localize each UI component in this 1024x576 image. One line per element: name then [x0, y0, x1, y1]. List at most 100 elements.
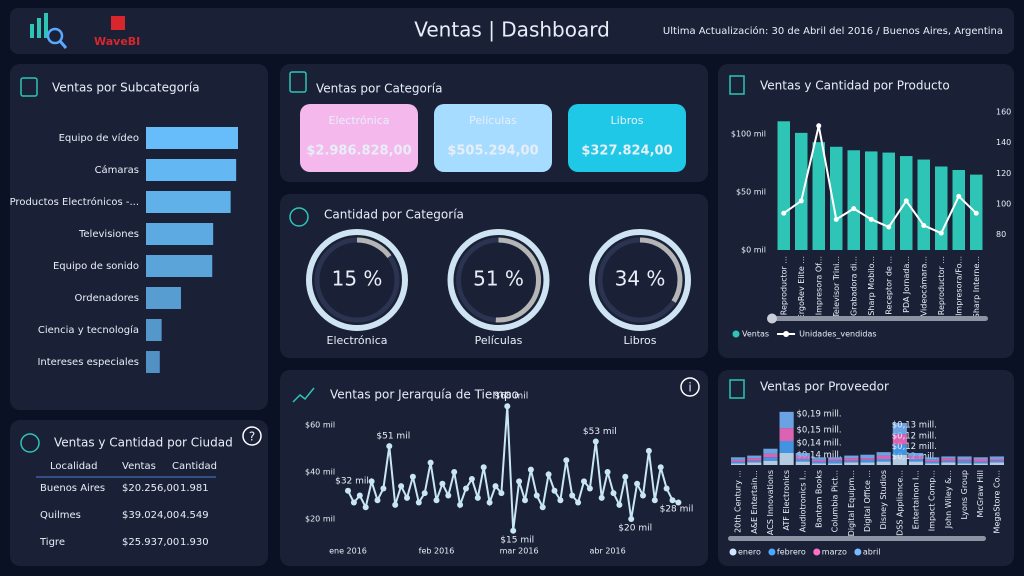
line-point	[563, 457, 570, 464]
line-point	[345, 487, 351, 494]
scroll-handle[interactable]	[767, 313, 777, 324]
x-tick-label: Grabadora di...	[849, 256, 858, 316]
y-tick-label: $20 mil	[305, 515, 335, 524]
line-point	[392, 501, 399, 508]
ribbon-segment	[860, 454, 875, 459]
ribbon-segment	[828, 457, 843, 459]
ribbon-segment	[892, 434, 907, 445]
ribbon-segment	[811, 461, 827, 464]
kpi-card	[300, 104, 418, 172]
data-label: $0,12 mill.	[892, 442, 937, 452]
panel-title: Ventas por Proveedor	[760, 380, 889, 394]
panel-title: Ventas por Subcategoría	[52, 81, 200, 95]
line-point	[551, 487, 558, 494]
bar	[952, 169, 965, 250]
line-point	[439, 480, 446, 487]
line-point	[404, 494, 410, 501]
brand: WaveBI	[94, 35, 140, 48]
ribbon-segment	[876, 459, 891, 462]
info-icon[interactable]: i	[688, 381, 691, 395]
help-button[interactable]	[242, 426, 262, 446]
table-cell: $25.937,00	[122, 537, 179, 548]
line	[783, 125, 977, 235]
line-point	[663, 485, 670, 492]
y2-tick-label: 120	[996, 169, 1011, 178]
line-point	[539, 504, 546, 511]
table-cell: Quilmes	[40, 510, 81, 521]
x-tick-label: Lyons Group	[960, 470, 969, 520]
ribbon-segment	[908, 459, 924, 462]
brand-icon	[111, 16, 125, 30]
data-label: $0,14 mill.	[797, 451, 842, 461]
x-tick-label: Reproductor ...	[937, 256, 946, 315]
ribbon-segment	[908, 461, 924, 465]
line-point	[798, 198, 804, 204]
legend-label: abril	[863, 548, 881, 557]
ribbon-segment	[957, 459, 972, 461]
time-panel	[280, 370, 708, 566]
subcategory-panel	[10, 64, 268, 410]
line-point	[903, 198, 909, 204]
y-tick-label: $40 mil	[305, 468, 335, 477]
bar	[146, 159, 237, 181]
ribbon-segment	[989, 462, 1004, 465]
line-point	[557, 497, 564, 504]
info-button[interactable]	[680, 377, 700, 397]
line-point	[545, 471, 552, 478]
x-tick-label: Sharp Mobilo...	[867, 256, 876, 316]
line-point	[586, 485, 593, 492]
ribbon-segment	[925, 461, 940, 464]
table-header: Ventas	[122, 461, 156, 472]
x-tick-label: A&E Entertain...	[750, 470, 759, 534]
kpi-card	[568, 104, 686, 172]
line-point	[921, 222, 927, 228]
x-tick-label: ATF Electronics	[782, 470, 791, 530]
logo-icon	[30, 13, 68, 49]
kpi-value: $327.824,00	[581, 144, 672, 159]
ribbon-segment	[957, 456, 972, 459]
bar	[847, 150, 860, 250]
table-header: Cantidad	[172, 461, 217, 472]
ribbon-segment	[876, 455, 891, 459]
kpi-label: Películas	[469, 114, 517, 127]
line-point	[362, 504, 369, 511]
legend-swatch	[813, 548, 821, 556]
bar	[882, 152, 895, 250]
help-icon[interactable]: ?	[249, 430, 255, 444]
legend-label: enero	[738, 548, 761, 557]
ribbon-segment	[811, 459, 827, 462]
ribbon-segment	[731, 457, 746, 460]
table-cell: 1.930	[180, 537, 209, 548]
line-point	[398, 483, 405, 490]
line-point	[445, 492, 452, 499]
line-point	[350, 499, 357, 506]
ribbon-segment	[844, 458, 859, 461]
line-point	[833, 216, 839, 222]
line-point	[675, 499, 682, 506]
category-label: Equipo de vídeo	[59, 132, 139, 144]
line-point	[451, 469, 458, 475]
line-point	[598, 494, 605, 501]
ribbon-segment	[860, 458, 875, 460]
x-tick-label: Bantam Books	[814, 470, 823, 528]
bar	[146, 287, 181, 309]
category-label: Productos Electrónicos -...	[10, 196, 139, 208]
panel-title: Ventas por Jerarquía de Tiempo	[330, 388, 519, 402]
category-label: Ordenadores	[75, 293, 140, 304]
x-tick-label: feb 2016	[419, 547, 455, 556]
ribbon-segment	[925, 463, 940, 465]
legend-label: marzo	[822, 548, 847, 557]
ribbon-segment	[925, 457, 940, 460]
data-label: $0,12 mill.	[892, 432, 937, 442]
ribbon-segment	[747, 458, 762, 461]
city-panel	[10, 420, 268, 566]
x-tick-label: ene 2016	[329, 547, 367, 556]
line-point	[421, 490, 428, 497]
legend-swatch	[729, 548, 737, 556]
scrollbar	[728, 536, 986, 541]
ribbon-segment	[731, 461, 746, 464]
kpi-card	[434, 104, 552, 172]
line-point	[610, 490, 617, 497]
page-title: Ventas | Dashboard	[414, 18, 610, 42]
line-point	[569, 492, 576, 499]
